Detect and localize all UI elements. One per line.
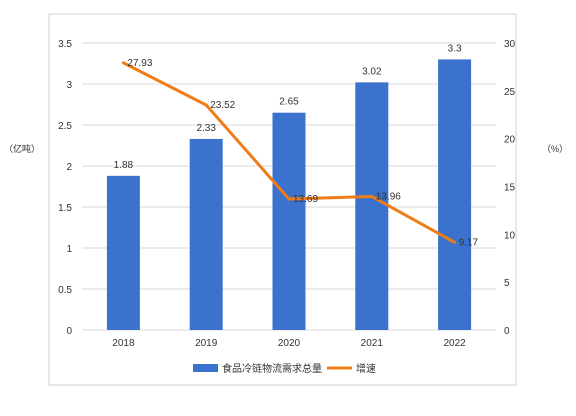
x-tick-label: 2018 <box>112 338 135 349</box>
legend-swatch-bar <box>193 364 218 372</box>
line-point <box>453 240 457 244</box>
line-series <box>121 61 457 244</box>
x-tick-label: 2019 <box>195 338 218 349</box>
bar <box>438 59 472 331</box>
data-labels: 1.88 2.33 2.65 3.02 3.3 27.93 23.52 13.69 13.96 9… <box>114 43 479 248</box>
line-point <box>287 197 291 201</box>
y-left-tick-label: 2 <box>66 162 72 173</box>
y-right-tick-label: 15 <box>504 183 516 194</box>
y-left-tick-label: 0 <box>66 326 72 337</box>
y-left-tick-label: 3.5 <box>58 39 72 50</box>
y-right-tick-label: 10 <box>504 230 516 241</box>
y-right-tick-label: 0 <box>504 326 510 337</box>
x-tick-label: 2022 <box>443 338 466 349</box>
chart-border <box>48 13 517 386</box>
y-right-tick-label: 20 <box>504 135 516 146</box>
y-right-tick-label: 25 <box>504 87 516 98</box>
line-point <box>121 61 125 65</box>
bar <box>355 82 389 330</box>
x-tick-label: 2020 <box>278 338 301 349</box>
line-value-label: 27.93 <box>127 58 152 69</box>
gridlines <box>82 42 496 331</box>
x-tick-label: 2021 <box>361 338 384 349</box>
axes: （亿吨） （%） 0 0.5 1 1.5 2 2.5 3 3.5 0 5 10 15 20 25 30 201… <box>4 39 568 349</box>
line-point <box>204 103 208 107</box>
y-left-tick-label: 1.5 <box>58 203 72 214</box>
bar-value-label: 3.02 <box>362 66 382 77</box>
y-left-tick-label: 3 <box>66 80 72 91</box>
legend-label-bar: 食品冷链物流需求总量 <box>222 362 322 375</box>
y-left-tick-label: 0.5 <box>58 285 72 296</box>
bar-value-label: 3.3 <box>448 43 462 54</box>
y-left-tick-label: 2.5 <box>58 121 72 132</box>
bar-value-label: 2.65 <box>279 97 299 108</box>
bar-value-label: 2.33 <box>196 123 216 134</box>
y-left-tick-label: 1 <box>66 244 72 255</box>
legend-label-line: 增速 <box>356 362 376 375</box>
legend: 食品冷链物流需求总量 增速 <box>193 362 376 375</box>
y-right-axis-title: （%） <box>542 144 568 154</box>
line-value-label: 23.52 <box>210 100 235 111</box>
line-value-label: 13.69 <box>293 194 318 205</box>
bar <box>189 138 223 330</box>
y-left-axis-title: （亿吨） <box>4 143 40 154</box>
line-value-label: 13.96 <box>376 191 401 202</box>
bar-value-label: 1.88 <box>114 160 134 171</box>
line-point <box>370 194 374 198</box>
bar <box>106 175 140 330</box>
line-value-label: 9.17 <box>459 237 479 248</box>
bar <box>272 112 306 330</box>
y-right-tick-label: 30 <box>504 39 516 50</box>
y-right-tick-label: 5 <box>504 278 510 289</box>
bar-series <box>106 59 472 331</box>
